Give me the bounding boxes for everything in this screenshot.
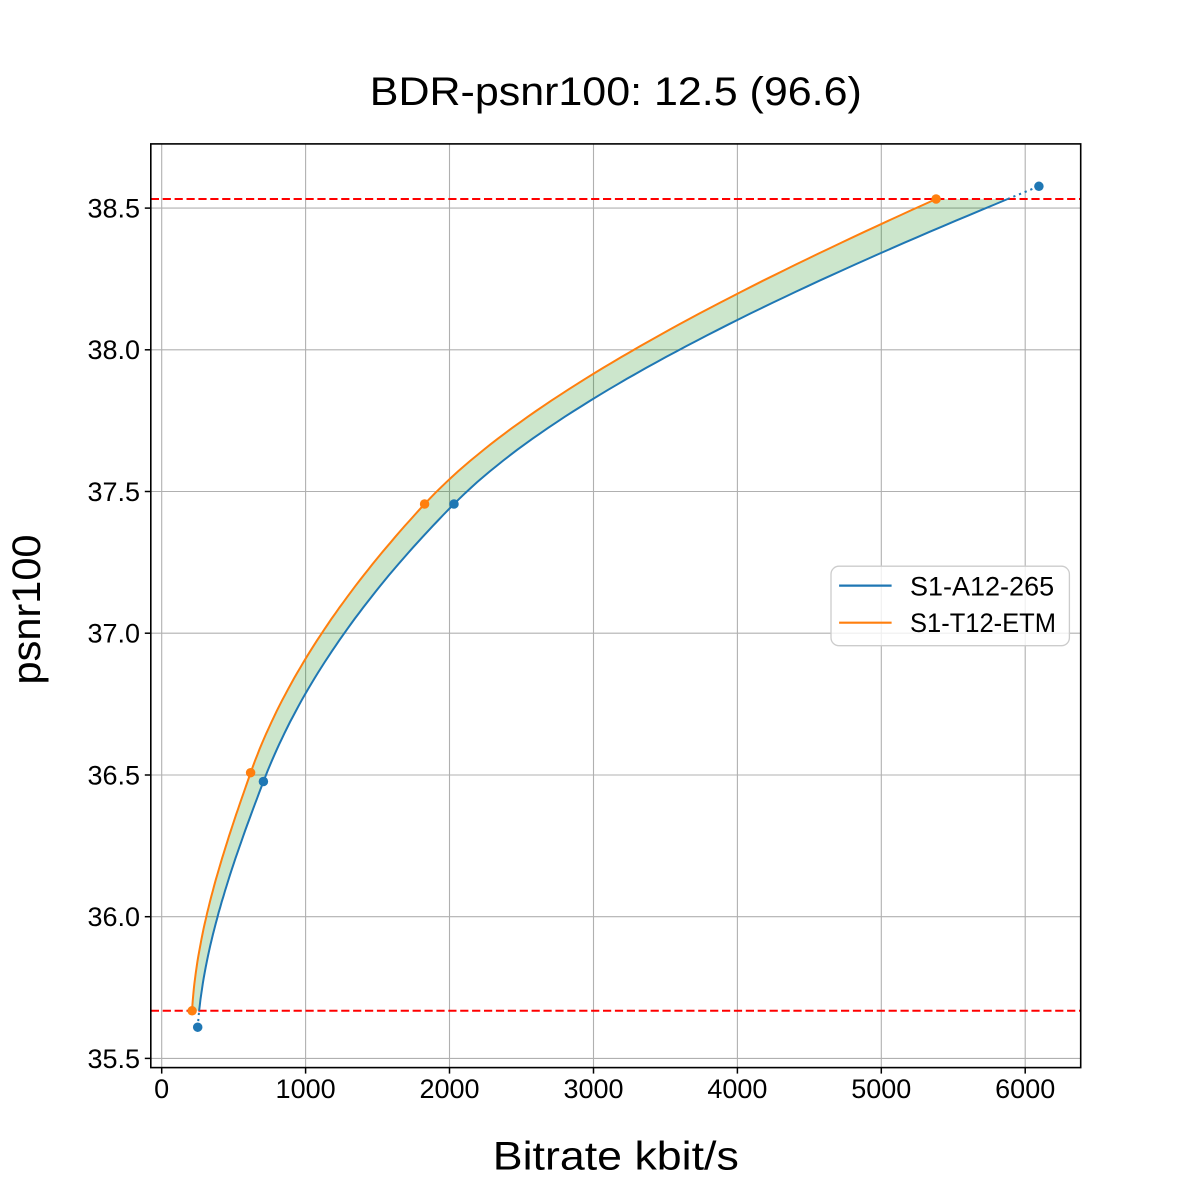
svg-text:Bitrate kbit/s: Bitrate kbit/s	[493, 1135, 739, 1179]
svg-text:S1-T12-ETM: S1-T12-ETM	[910, 608, 1056, 638]
svg-text:BDR-psnr100: 12.5 (96.6): BDR-psnr100: 12.5 (96.6)	[370, 70, 862, 114]
svg-text:37.0: 37.0	[87, 619, 140, 649]
svg-text:1000: 1000	[276, 1074, 336, 1104]
svg-text:38.5: 38.5	[87, 194, 140, 224]
svg-text:5000: 5000	[851, 1074, 911, 1104]
svg-text:35.5: 35.5	[87, 1044, 140, 1074]
svg-text:38.0: 38.0	[87, 335, 140, 365]
svg-text:4000: 4000	[707, 1074, 767, 1104]
svg-text:0: 0	[154, 1074, 169, 1104]
svg-text:37.5: 37.5	[87, 477, 140, 507]
svg-text:psnr100: psnr100	[5, 535, 49, 685]
svg-text:2000: 2000	[419, 1074, 479, 1104]
svg-text:6000: 6000	[995, 1074, 1055, 1104]
svg-text:S1-A12-265: S1-A12-265	[910, 571, 1054, 601]
svg-text:36.0: 36.0	[87, 902, 140, 932]
svg-text:3000: 3000	[563, 1074, 623, 1104]
svg-text:36.5: 36.5	[87, 760, 140, 790]
